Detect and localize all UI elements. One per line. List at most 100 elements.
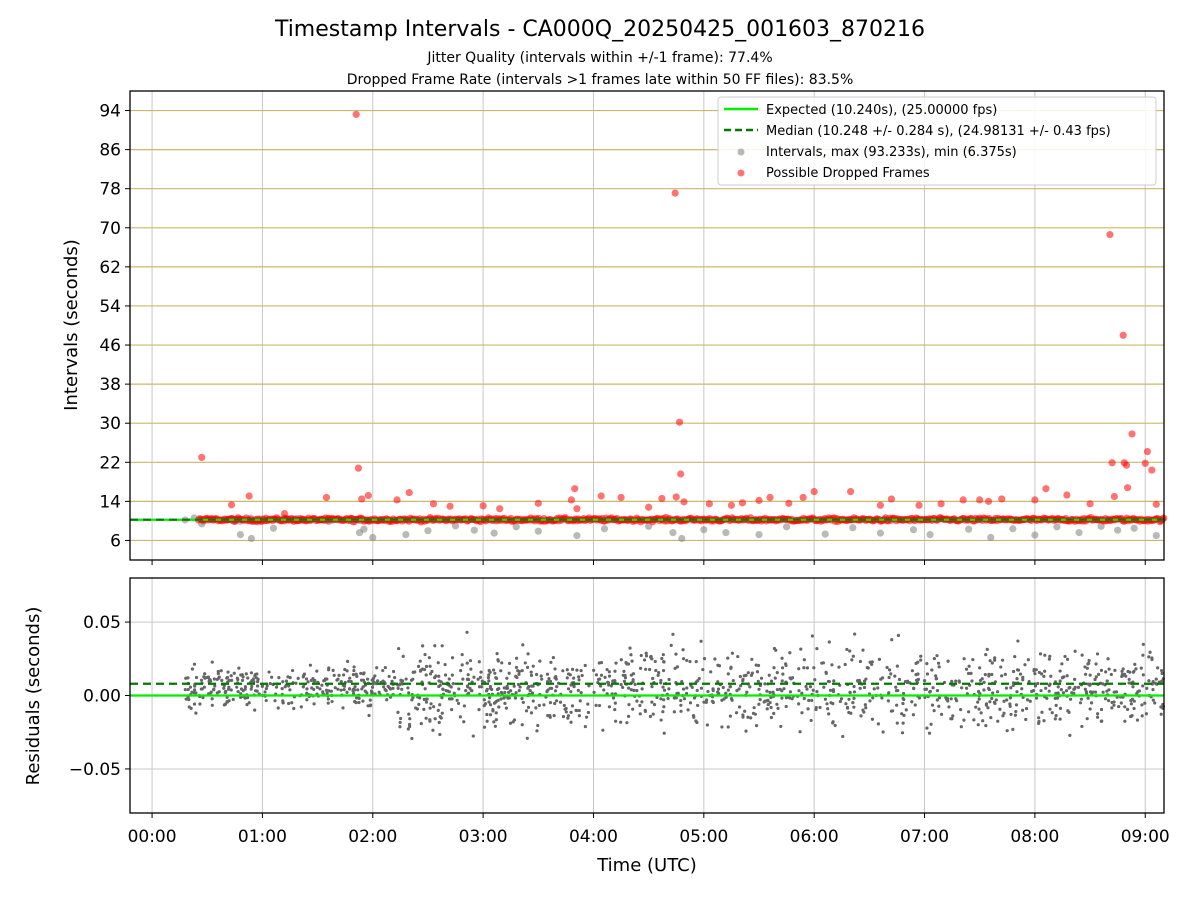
residual-point <box>526 705 531 709</box>
residual-point <box>495 651 499 656</box>
residual-point <box>1141 642 1145 646</box>
residual-point <box>688 659 692 664</box>
residual-point <box>594 703 598 708</box>
residual-point <box>638 712 642 716</box>
dropped-frame-point <box>393 496 401 504</box>
residual-point <box>1005 729 1009 733</box>
residual-point <box>667 677 671 682</box>
residual-point <box>505 676 509 680</box>
residual-point <box>713 657 717 661</box>
residual-point <box>1141 673 1145 677</box>
residual-point <box>881 730 885 734</box>
residual-point <box>850 658 854 662</box>
residual-point <box>769 715 774 720</box>
residual-point <box>437 674 441 678</box>
residual-point <box>576 688 580 693</box>
residual-point <box>367 713 371 718</box>
residual-point <box>870 662 874 666</box>
residual-point <box>917 696 921 700</box>
residual-point <box>815 689 819 694</box>
dropped-frame-point <box>1031 496 1039 504</box>
residual-point <box>810 698 814 702</box>
residual-point <box>542 703 546 707</box>
residual-point <box>505 686 510 690</box>
interval-point <box>1152 531 1160 540</box>
residual-point <box>880 676 885 680</box>
residual-point <box>545 689 549 694</box>
residual-point <box>482 704 486 708</box>
residual-point <box>477 660 481 664</box>
residual-point <box>1093 677 1097 682</box>
x-tick-label: 03:00 <box>459 827 508 847</box>
residual-point <box>1016 639 1020 643</box>
residual-point <box>515 675 519 680</box>
residual-point <box>264 698 268 703</box>
residual-point <box>482 698 486 702</box>
residual-point <box>1129 714 1133 718</box>
residual-point <box>207 679 211 684</box>
residual-point <box>682 697 687 701</box>
residual-point <box>971 657 975 662</box>
residual-point <box>318 687 322 691</box>
residual-point <box>441 687 445 691</box>
residual-point <box>914 661 918 665</box>
residual-point <box>457 687 461 691</box>
residual-point <box>189 706 193 710</box>
bottom-y-tick-label: −0.05 <box>69 760 121 780</box>
residual-point <box>915 678 919 682</box>
residual-point <box>1054 703 1058 707</box>
residual-point <box>788 651 792 655</box>
residual-point <box>813 678 817 682</box>
residual-point <box>830 663 834 667</box>
residual-point <box>391 686 395 690</box>
residual-point <box>1001 714 1005 718</box>
residual-point <box>1058 717 1062 721</box>
residual-point <box>465 661 469 665</box>
residual-point <box>1120 669 1124 673</box>
interval-point <box>247 534 255 543</box>
residual-point <box>1128 670 1132 674</box>
residual-point <box>1008 702 1012 706</box>
residual-point <box>893 674 897 678</box>
residual-point <box>601 728 605 732</box>
residual-point <box>422 697 426 702</box>
residual-point <box>352 668 356 673</box>
residual-point <box>321 690 325 694</box>
residual-point <box>531 664 535 668</box>
residual-point <box>788 690 793 694</box>
residual-point <box>305 691 309 695</box>
residual-point <box>779 724 783 729</box>
residual-point <box>346 659 350 664</box>
residual-point <box>1112 703 1116 707</box>
residual-point <box>1136 690 1140 694</box>
residual-point <box>315 669 319 673</box>
residual-point <box>887 675 891 680</box>
residual-point <box>390 679 394 684</box>
residual-point <box>1095 652 1100 656</box>
residual-point <box>923 695 927 700</box>
residual-point <box>749 673 754 677</box>
residual-point <box>602 688 606 692</box>
residual-point <box>1134 667 1138 671</box>
residual-point <box>821 661 825 665</box>
residual-point <box>1025 698 1030 702</box>
residual-point <box>229 674 233 678</box>
interval-point <box>402 530 410 539</box>
residual-point <box>984 723 988 728</box>
residual-point <box>726 725 730 729</box>
residual-point <box>932 656 936 661</box>
residual-point <box>1042 719 1046 723</box>
residual-point <box>999 665 1003 669</box>
interval-point <box>470 526 478 534</box>
residual-point <box>1068 697 1073 701</box>
residual-point <box>1095 715 1100 719</box>
residual-point <box>184 697 188 701</box>
residual-point <box>644 654 649 658</box>
x-axis-label: Time (UTC) <box>596 855 697 876</box>
residual-point <box>716 680 720 684</box>
residual-point <box>428 672 433 676</box>
residual-point <box>504 706 509 710</box>
residual-point <box>852 705 856 709</box>
interval-point <box>782 523 791 531</box>
